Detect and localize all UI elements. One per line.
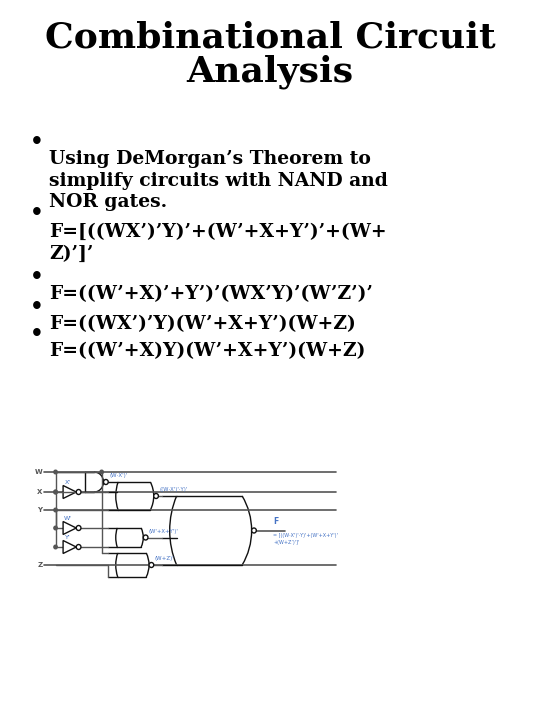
Polygon shape [63,541,76,554]
Circle shape [76,526,81,531]
Text: X: X [37,489,43,495]
Circle shape [54,470,57,474]
Text: Combinational Circuit: Combinational Circuit [45,20,495,54]
Circle shape [104,480,108,485]
Circle shape [54,526,57,530]
Text: •: • [30,202,44,224]
Text: Y': Y' [65,535,71,540]
Polygon shape [63,521,76,534]
Text: F=((W’+X)’+Y’)’(WX’Y)’(W’Z’)’: F=((W’+X)’+Y’)’(WX’Y)’(W’Z’)’ [49,285,373,303]
Text: Using DeMorgan’s Theorem to
simplify circuits with NAND and
NOR gates.: Using DeMorgan’s Theorem to simplify cir… [49,150,388,211]
Circle shape [252,528,256,533]
Text: Analysis: Analysis [186,55,354,89]
Text: Z: Z [37,562,43,568]
Circle shape [149,562,154,567]
Text: X': X' [65,480,71,485]
Text: W: W [35,469,43,475]
Circle shape [54,508,57,512]
Text: F=[((WX’)’Y)’+(W’+X+Y’)’+(W+
Z)’]’: F=[((WX’)’Y)’+(W’+X+Y’)’+(W+ Z)’]’ [49,223,387,263]
Text: (W+Z)': (W+Z)' [154,556,174,561]
Circle shape [143,535,148,540]
Circle shape [154,493,158,498]
Text: = [((W·X')'·Y)'+(W'+X+Y')'
+(W+Z’)']': = [((W·X')'·Y)'+(W'+X+Y')' +(W+Z’)']' [273,534,338,545]
Circle shape [76,544,81,549]
Text: (W'+X+Y')': (W'+X+Y')' [149,528,179,534]
Polygon shape [63,485,76,498]
Text: ((W·X')'·Y)': ((W·X')'·Y)' [159,487,188,492]
Circle shape [100,470,103,474]
Circle shape [54,545,57,549]
Text: W': W' [64,516,72,521]
Text: •: • [30,131,44,153]
Text: F=((W’+X)Y)(W’+X+Y’)(W+Z): F=((W’+X)Y)(W’+X+Y’)(W+Z) [49,342,366,360]
Text: •: • [30,266,44,288]
Text: •: • [30,296,44,318]
Text: Y: Y [37,507,43,513]
Circle shape [76,490,81,495]
Text: F=((WX’)’Y)(W’+X+Y’)(W+Z): F=((WX’)’Y)(W’+X+Y’)(W+Z) [49,315,356,333]
Text: F: F [273,518,279,526]
Text: (W·X')': (W·X')' [109,473,127,478]
Circle shape [54,490,57,494]
Circle shape [54,490,57,494]
Text: •: • [30,323,44,345]
